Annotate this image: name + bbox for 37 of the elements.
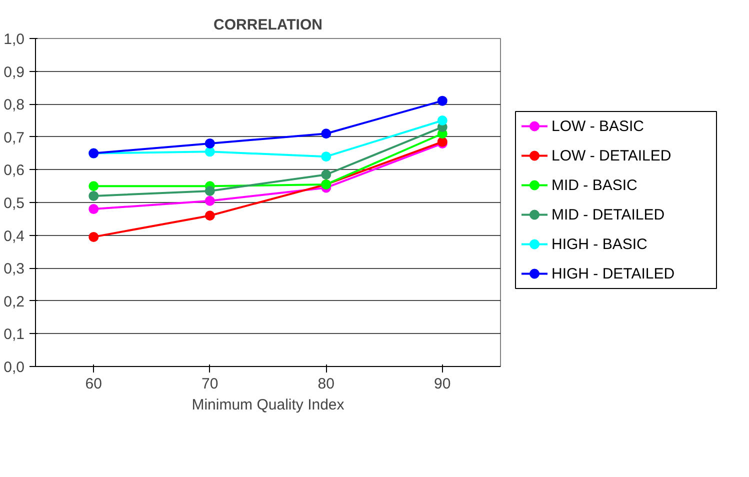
- x-tick-label: 70: [202, 376, 218, 392]
- y-tick-label: 0,0: [4, 359, 25, 376]
- y-tick-label: 0,1: [4, 326, 25, 344]
- x-tick-label: 60: [85, 376, 102, 392]
- point: [321, 152, 332, 162]
- y-tick-label: 0,9: [4, 64, 25, 81]
- y-tick-label: 0,6: [4, 162, 25, 180]
- point: [321, 170, 332, 180]
- point: [321, 128, 332, 139]
- y-tick-label: 0,4: [4, 228, 25, 245]
- point: [204, 138, 215, 148]
- point: [204, 186, 215, 196]
- chart-title: CORRELATION: [214, 16, 322, 34]
- point: [88, 190, 99, 201]
- point: [88, 204, 99, 214]
- y-tick-label: 0,3: [4, 260, 25, 278]
- legend-label: HIGH - DETAILED: [552, 265, 675, 282]
- y-tick-label: 1,0: [4, 31, 25, 48]
- point: [204, 196, 215, 206]
- point: [437, 96, 448, 106]
- point: [437, 116, 448, 126]
- point: [204, 210, 215, 221]
- y-tick-label: 0,7: [4, 129, 25, 146]
- y-tick-label: 0,8: [4, 96, 25, 114]
- y-tick-label: 0,2: [4, 293, 25, 310]
- x-tick-label: 80: [318, 376, 334, 392]
- x-tick-label: 90: [434, 376, 451, 392]
- point: [204, 146, 215, 157]
- x-axis-title: Minimum Quality Index: [192, 396, 345, 414]
- y-tick-label: 0,5: [4, 195, 25, 212]
- legend-label: HIGH - BASIC: [552, 236, 648, 253]
- point: [88, 232, 99, 242]
- legend-label: MID - DETAILED: [552, 206, 665, 224]
- point: [88, 181, 99, 192]
- legend-label: MID - BASIC: [552, 176, 638, 194]
- legend-label: LOW - BASIC: [552, 118, 644, 135]
- legend-label: LOW - DETAILED: [552, 147, 672, 164]
